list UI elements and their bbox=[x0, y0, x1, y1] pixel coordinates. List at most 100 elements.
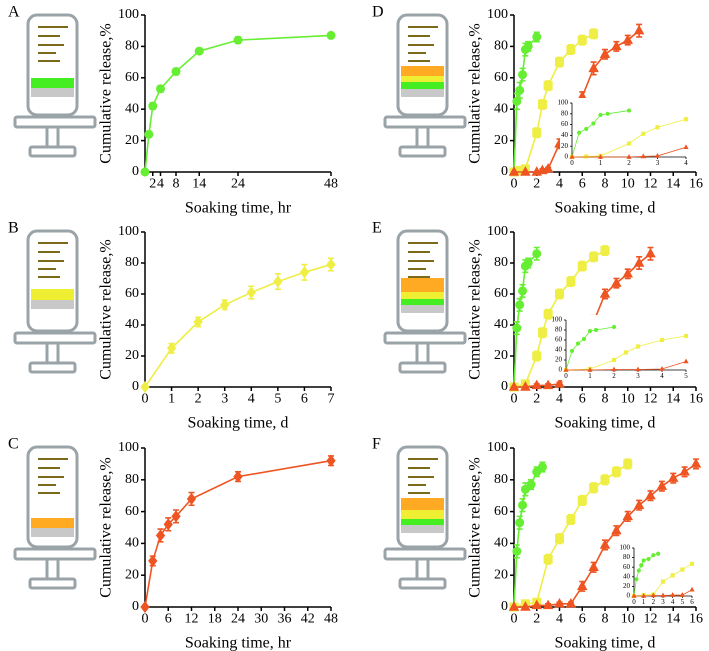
x-tick-label: 0 bbox=[632, 598, 636, 606]
y-tick-label: 80 bbox=[494, 255, 508, 270]
y-tick-label: 80 bbox=[561, 109, 569, 117]
marker bbox=[689, 561, 695, 566]
marker bbox=[532, 128, 542, 138]
marker bbox=[144, 129, 154, 139]
y-tick-label: 0 bbox=[132, 379, 139, 394]
marker bbox=[633, 499, 645, 509]
chart: 0 20 40 60 80 100 0 6 12 18 24 30 36 42 48 C Soaking tim… bbox=[8, 436, 338, 651]
marker bbox=[598, 112, 603, 117]
y-tick-label: 20 bbox=[494, 133, 508, 148]
marker bbox=[532, 249, 542, 259]
y-tick-label: 80 bbox=[125, 255, 139, 270]
x-tick-label: 8 bbox=[602, 392, 609, 407]
marker bbox=[233, 35, 243, 45]
x-tick-label: 4 bbox=[157, 177, 164, 192]
marker bbox=[575, 341, 581, 346]
inset-chart: 0 20 40 60 80 100 0 1 2 3 4 bbox=[558, 98, 691, 167]
x-tick-label: 4 bbox=[248, 392, 255, 407]
device-icon bbox=[13, 229, 97, 374]
marker bbox=[589, 483, 599, 493]
marker bbox=[532, 32, 542, 42]
marker bbox=[508, 601, 520, 611]
y-axis-label: Cumulative release,% bbox=[467, 23, 484, 163]
x-tick-label: 16 bbox=[689, 392, 703, 407]
marker bbox=[577, 495, 587, 505]
y-tick-label: 100 bbox=[487, 224, 508, 239]
x-tick-label: 6 bbox=[579, 612, 586, 627]
marker bbox=[515, 300, 525, 310]
marker bbox=[584, 126, 589, 132]
x-tick-label: 8 bbox=[173, 177, 180, 192]
x-tick-label: 14 bbox=[666, 392, 680, 407]
marker bbox=[600, 246, 610, 256]
device-icon bbox=[383, 229, 467, 374]
marker bbox=[512, 323, 522, 333]
marker bbox=[163, 518, 173, 531]
marker bbox=[587, 367, 593, 372]
y-tick-label: 100 bbox=[118, 7, 139, 22]
marker bbox=[659, 337, 665, 343]
marker bbox=[605, 111, 610, 116]
marker bbox=[515, 518, 525, 528]
y-tick-label: 80 bbox=[125, 39, 139, 54]
y-tick-label: 60 bbox=[555, 336, 563, 344]
series-line bbox=[566, 361, 687, 371]
x-tick-label: 3 bbox=[661, 598, 665, 606]
marker bbox=[660, 579, 666, 584]
y-tick-label: 100 bbox=[487, 7, 508, 22]
marker bbox=[326, 258, 336, 271]
x-tick-label: 2 bbox=[533, 612, 540, 627]
marker bbox=[656, 551, 661, 556]
y-tick-label: 40 bbox=[125, 536, 139, 551]
y-tick-label: 80 bbox=[494, 472, 508, 487]
x-axis-label: Soaking time, d bbox=[188, 415, 289, 432]
x-tick-label: 8 bbox=[602, 612, 609, 627]
marker bbox=[626, 141, 632, 146]
marker bbox=[645, 247, 656, 258]
marker bbox=[670, 573, 675, 578]
device-icon bbox=[13, 445, 97, 590]
marker bbox=[326, 454, 336, 467]
panel-label: E bbox=[372, 220, 382, 237]
marker bbox=[326, 30, 336, 40]
marker bbox=[683, 144, 689, 150]
y-tick-label: 40 bbox=[561, 131, 569, 139]
x-tick-label: 6 bbox=[165, 612, 172, 627]
y-tick-label: 0 bbox=[132, 599, 139, 614]
marker bbox=[690, 458, 702, 468]
y-axis-label: Cumulative release,% bbox=[467, 239, 484, 379]
x-tick-label: 10 bbox=[621, 392, 635, 407]
marker bbox=[589, 29, 599, 39]
marker bbox=[577, 35, 587, 45]
marker bbox=[566, 45, 576, 55]
marker bbox=[542, 379, 554, 390]
x-axis-label: Soaking time, d bbox=[555, 635, 656, 651]
y-tick-label: 100 bbox=[552, 316, 563, 324]
panel-label: B bbox=[8, 220, 19, 237]
y-tick-label: 40 bbox=[494, 317, 508, 332]
marker bbox=[611, 324, 617, 330]
y-tick-label: 60 bbox=[623, 563, 631, 571]
x-tick-label: 6 bbox=[579, 392, 586, 407]
x-tick-label: 6 bbox=[301, 392, 308, 407]
x-tick-label: 1 bbox=[588, 372, 592, 380]
marker bbox=[611, 357, 617, 363]
x-tick-label: 4 bbox=[671, 598, 675, 606]
y-tick-label: 20 bbox=[623, 582, 631, 590]
marker bbox=[537, 328, 547, 338]
y-tick-label: 100 bbox=[558, 99, 569, 107]
x-tick-label: 2 bbox=[149, 177, 156, 192]
marker bbox=[589, 252, 599, 262]
y-tick-label: 40 bbox=[623, 572, 631, 580]
marker bbox=[622, 34, 633, 44]
x-tick-label: 48 bbox=[324, 177, 338, 192]
x-tick-label: 0 bbox=[511, 612, 518, 627]
marker bbox=[520, 381, 531, 391]
x-tick-label: 2 bbox=[612, 372, 616, 380]
y-tick-label: 100 bbox=[487, 440, 508, 455]
x-tick-label: 42 bbox=[301, 612, 315, 627]
x-tick-label: 4 bbox=[684, 159, 688, 167]
